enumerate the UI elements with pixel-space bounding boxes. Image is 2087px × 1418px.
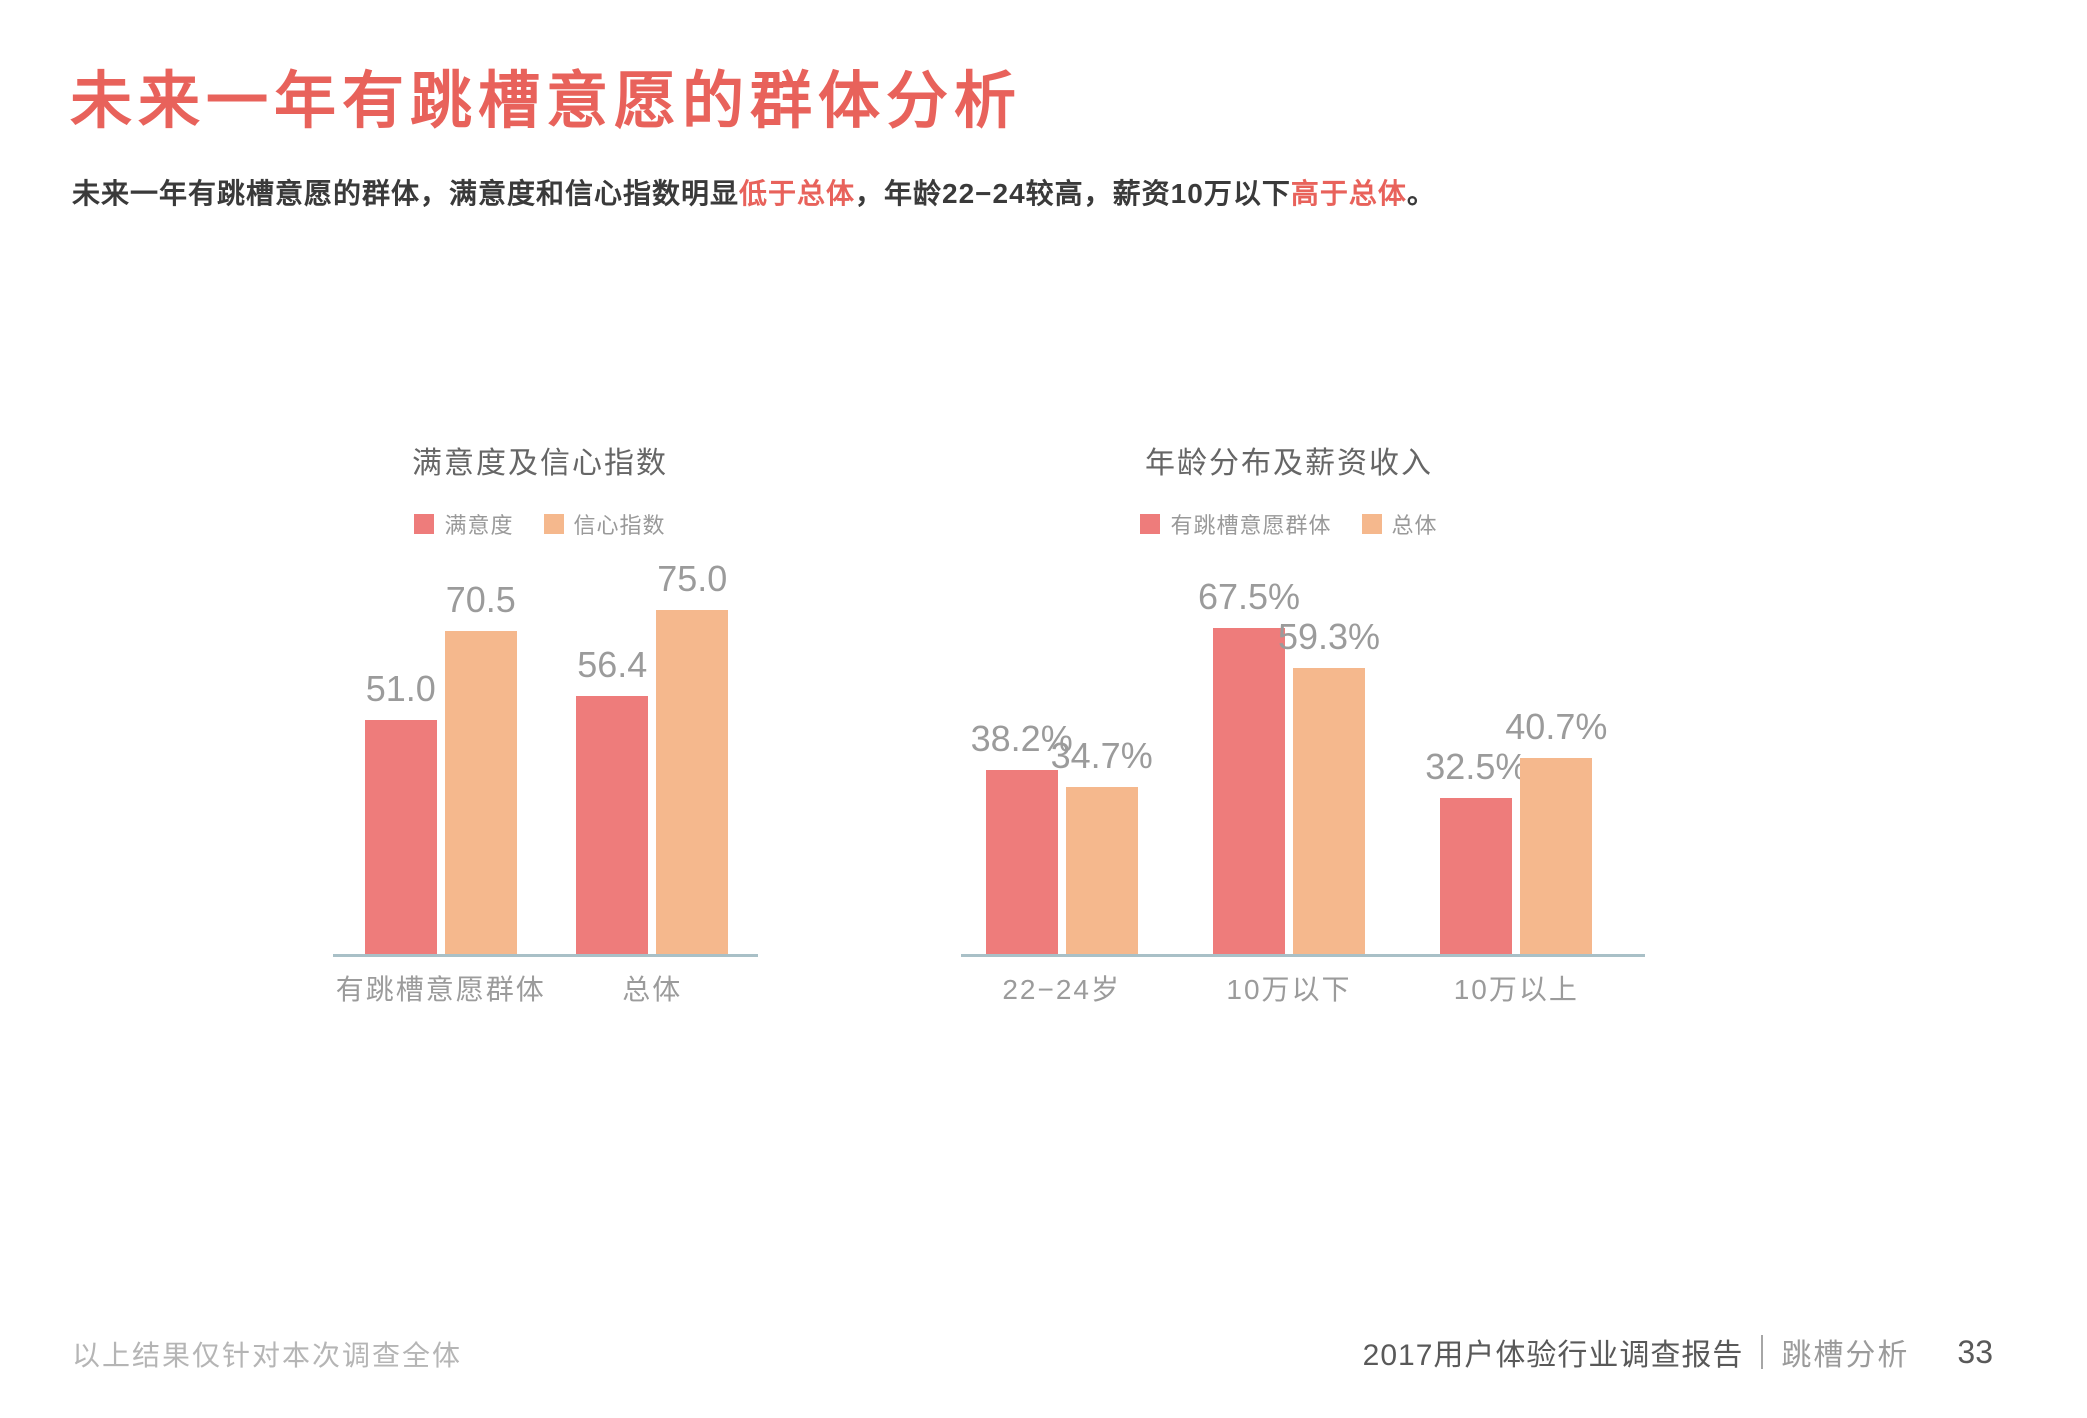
bar-column: 40.7% xyxy=(1505,587,1607,955)
legend-item: 满意度 xyxy=(414,508,513,540)
bar-value-label: 32.5% xyxy=(1425,746,1528,787)
legend-item: 有跳槽意愿群体 xyxy=(1140,508,1331,540)
chart-plot: 38.2% 34.7% 22−24岁 67.5% 59.3% 10万以下 32.5% 40.7… xyxy=(948,576,1630,1005)
legend-label: 有跳槽意愿群体 xyxy=(1170,513,1332,538)
subtitle-highlight: 高于总体 xyxy=(1290,178,1407,209)
bar-value-label: 75.0 xyxy=(657,558,728,599)
bar-value-label: 38.2% xyxy=(970,718,1073,759)
legend-swatch-icon xyxy=(414,514,435,534)
category-label: 10万以上 xyxy=(1453,974,1579,1005)
category-label: 22−24岁 xyxy=(1002,974,1121,1005)
bar-group: 32.5% 40.7% 10万以上 xyxy=(1425,587,1607,1005)
bar-value-label: 70.5 xyxy=(445,579,516,620)
chart-plot: 51.0 70.5 有跳槽意愿群体 56.4 75.0 总体 xyxy=(335,558,758,1005)
bar-value-label: 67.5% xyxy=(1197,576,1301,617)
bar xyxy=(1065,787,1138,955)
legend-label: 总体 xyxy=(1391,513,1438,538)
age-salary-chart: 年龄分布及薪资收入 有跳槽意愿群体 总体 38.2% 34.7% 22−24岁 67.5… xyxy=(948,446,1645,1046)
chart-title: 年龄分布及薪资收入 xyxy=(1145,447,1433,480)
bar xyxy=(444,631,517,955)
bar-value-label: 34.7% xyxy=(1050,735,1153,776)
bar-column: 56.4 xyxy=(576,587,649,955)
bar-column: 59.3% xyxy=(1278,587,1380,955)
bar-value-label: 51.0 xyxy=(365,668,436,709)
bar-column: 51.0 xyxy=(364,587,437,955)
bar-column: 34.7% xyxy=(1051,587,1153,955)
chart-legend: 有跳槽意愿群体 总体 xyxy=(948,508,1630,540)
bar-value-label: 40.7% xyxy=(1505,706,1608,747)
footer-separator xyxy=(1761,1335,1764,1369)
bar-value-label: 56.4 xyxy=(577,644,648,685)
page-subtitle: 未来一年有跳槽意愿的群体，满意度和信心指数明显低于总体，年龄22−24较高，薪资… xyxy=(72,172,1436,212)
legend-swatch-icon xyxy=(543,514,564,534)
bar-group: 51.0 70.5 有跳槽意愿群体 xyxy=(336,579,544,1005)
bar-column: 67.5% xyxy=(1198,576,1300,955)
legend-item: 信心指数 xyxy=(543,508,666,540)
page-title: 未来一年有跳槽意愿的群体分析 xyxy=(70,67,1023,136)
bar xyxy=(1292,668,1365,955)
legend-label: 满意度 xyxy=(444,513,514,538)
bar xyxy=(576,696,649,955)
category-label: 有跳槽意愿群体 xyxy=(335,974,546,1005)
section-label: 跳槽分析 xyxy=(1781,1339,1910,1372)
satisfaction-confidence-chart: 满意度及信心指数 满意度 信心指数 51.0 70.5 有跳槽意愿群体 56.4 75.0… xyxy=(300,446,780,1046)
bar-value-label: 59.3% xyxy=(1277,616,1381,657)
subtitle-text: 。 xyxy=(1406,178,1436,209)
subtitle-highlight: 低于总体 xyxy=(739,178,856,209)
chart-legend: 满意度 信心指数 xyxy=(300,508,780,540)
bar xyxy=(364,720,437,955)
page-number: 33 xyxy=(1957,1333,1993,1370)
legend-item: 总体 xyxy=(1361,508,1438,540)
bar-group: 38.2% 34.7% 22−24岁 xyxy=(971,587,1153,1005)
category-label: 10万以下 xyxy=(1226,974,1352,1005)
footer: 2017用户体验行业调查报告 跳槽分析 33 xyxy=(1363,1330,1993,1374)
report-title: 2017用户体验行业调查报告 xyxy=(1362,1339,1744,1372)
subtitle-text: 未来一年有跳槽意愿的群体，满意度和信心指数明显 xyxy=(72,178,740,209)
footnote: 以上结果仅针对本次调查全体 xyxy=(72,1340,463,1371)
legend-label: 信心指数 xyxy=(573,513,666,538)
bar-column: 75.0 xyxy=(656,558,729,955)
x-axis-line xyxy=(961,954,1645,957)
bar xyxy=(1520,758,1593,955)
bar-column: 38.2% xyxy=(971,587,1073,955)
x-axis-line xyxy=(333,954,758,957)
category-label: 总体 xyxy=(622,974,683,1005)
legend-swatch-icon xyxy=(1140,514,1161,534)
bar-group: 56.4 75.0 总体 xyxy=(576,558,729,1005)
bar xyxy=(985,770,1058,955)
legend-swatch-icon xyxy=(1361,514,1382,534)
subtitle-text: ，年龄22−24较高，薪资10万以下 xyxy=(855,178,1291,209)
bar-column: 70.5 xyxy=(444,579,517,955)
bar xyxy=(1212,628,1285,955)
chart-title: 满意度及信心指数 xyxy=(412,447,668,480)
bar-column: 32.5% xyxy=(1425,587,1527,955)
bar xyxy=(656,610,729,955)
bar-group: 67.5% 59.3% 10万以下 xyxy=(1198,576,1380,1005)
bar xyxy=(1440,798,1513,955)
